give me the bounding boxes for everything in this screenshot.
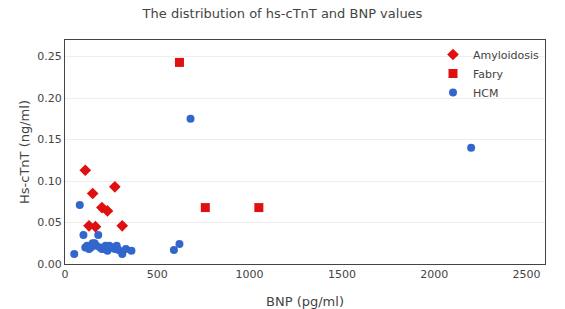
svg-text:0: 0 xyxy=(62,268,69,281)
svg-text:1000: 1000 xyxy=(236,268,264,281)
svg-text:0.20: 0.20 xyxy=(37,92,62,105)
svg-text:BNP (pg/ml): BNP (pg/ml) xyxy=(266,294,344,309)
svg-text:HCM: HCM xyxy=(473,87,498,100)
svg-text:500: 500 xyxy=(147,268,168,281)
svg-text:2500: 2500 xyxy=(513,268,541,281)
svg-text:The distribution of hs-cTnT an: The distribution of hs-cTnT and BNP valu… xyxy=(142,6,423,21)
svg-text:0.10: 0.10 xyxy=(37,175,62,188)
svg-text:0.00: 0.00 xyxy=(37,258,62,271)
svg-text:1500: 1500 xyxy=(328,268,356,281)
svg-text:Amyloidosis: Amyloidosis xyxy=(473,49,539,62)
svg-text:0.15: 0.15 xyxy=(37,133,62,146)
svg-text:0.25: 0.25 xyxy=(37,50,62,63)
svg-text:0.05: 0.05 xyxy=(37,216,62,229)
svg-text:Hs-cTnT (ng/ml): Hs-cTnT (ng/ml) xyxy=(17,100,32,204)
svg-text:Fabry: Fabry xyxy=(473,68,504,81)
svg-text:2000: 2000 xyxy=(420,268,448,281)
